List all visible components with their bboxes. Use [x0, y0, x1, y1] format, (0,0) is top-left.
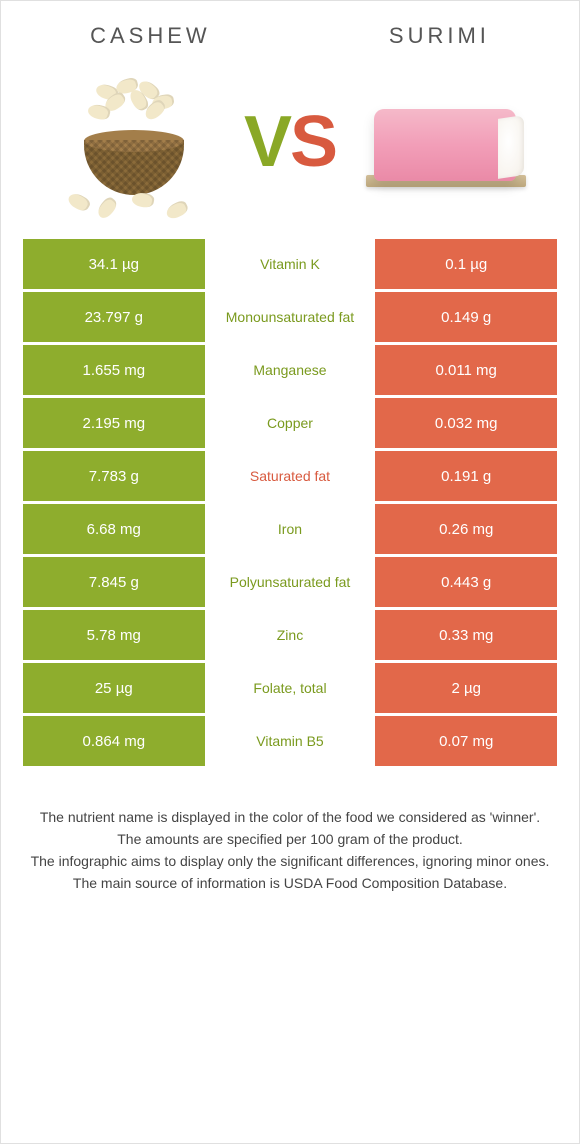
nutrient-label: Folate, total [205, 663, 376, 713]
value-left: 7.783 g [23, 451, 205, 501]
vs-label: VS [244, 101, 336, 183]
table-row: 7.783 gSaturated fat0.191 g [23, 451, 557, 501]
value-right: 0.07 mg [375, 716, 557, 766]
footnote-line: The nutrient name is displayed in the co… [29, 807, 551, 828]
value-right: 0.1 µg [375, 239, 557, 289]
table-row: 25 µgFolate, total2 µg [23, 663, 557, 713]
value-left: 2.195 mg [23, 398, 205, 448]
value-right: 0.33 mg [375, 610, 557, 660]
title-right: Surimi [389, 23, 490, 49]
value-left: 34.1 µg [23, 239, 205, 289]
value-left: 5.78 mg [23, 610, 205, 660]
value-right: 0.011 mg [375, 345, 557, 395]
cashew-image [44, 67, 224, 217]
hero-row: VS [1, 59, 579, 239]
nutrient-label: Zinc [205, 610, 376, 660]
nutrient-label: Copper [205, 398, 376, 448]
table-row: 5.78 mgZinc0.33 mg [23, 610, 557, 660]
footnote-line: The amounts are specified per 100 gram o… [29, 829, 551, 850]
value-left: 6.68 mg [23, 504, 205, 554]
value-right: 0.443 g [375, 557, 557, 607]
nutrient-label: Vitamin K [205, 239, 376, 289]
footnotes: The nutrient name is displayed in the co… [1, 769, 579, 915]
nutrient-label: Saturated fat [205, 451, 376, 501]
nutrient-label: Monounsaturated fat [205, 292, 376, 342]
value-right: 0.191 g [375, 451, 557, 501]
table-row: 34.1 µgVitamin K0.1 µg [23, 239, 557, 289]
table-row: 0.864 mgVitamin B50.07 mg [23, 716, 557, 766]
value-right: 0.032 mg [375, 398, 557, 448]
title-left: Cashew [90, 23, 211, 49]
vs-v-letter: V [244, 102, 290, 182]
value-right: 0.149 g [375, 292, 557, 342]
table-row: 7.845 gPolyunsaturated fat0.443 g [23, 557, 557, 607]
nutrient-table: 34.1 µgVitamin K0.1 µg23.797 gMonounsatu… [23, 239, 557, 769]
value-left: 0.864 mg [23, 716, 205, 766]
value-left: 25 µg [23, 663, 205, 713]
nutrient-label: Manganese [205, 345, 376, 395]
nutrient-label: Vitamin B5 [205, 716, 376, 766]
table-row: 2.195 mgCopper0.032 mg [23, 398, 557, 448]
table-row: 6.68 mgIron0.26 mg [23, 504, 557, 554]
nutrient-label: Polyunsaturated fat [205, 557, 376, 607]
surimi-image [356, 67, 536, 217]
vs-s-letter: S [290, 102, 336, 182]
value-right: 2 µg [375, 663, 557, 713]
footnote-line: The main source of information is USDA F… [29, 873, 551, 894]
value-right: 0.26 mg [375, 504, 557, 554]
value-left: 7.845 g [23, 557, 205, 607]
table-row: 23.797 gMonounsaturated fat0.149 g [23, 292, 557, 342]
table-row: 1.655 mgManganese0.011 mg [23, 345, 557, 395]
nutrient-label: Iron [205, 504, 376, 554]
value-left: 1.655 mg [23, 345, 205, 395]
header: Cashew Surimi [1, 1, 579, 59]
infographic-container: Cashew Surimi VS 34.1 µgVitamin K0.1 µg2… [0, 0, 580, 1144]
value-left: 23.797 g [23, 292, 205, 342]
footnote-line: The infographic aims to display only the… [29, 851, 551, 872]
